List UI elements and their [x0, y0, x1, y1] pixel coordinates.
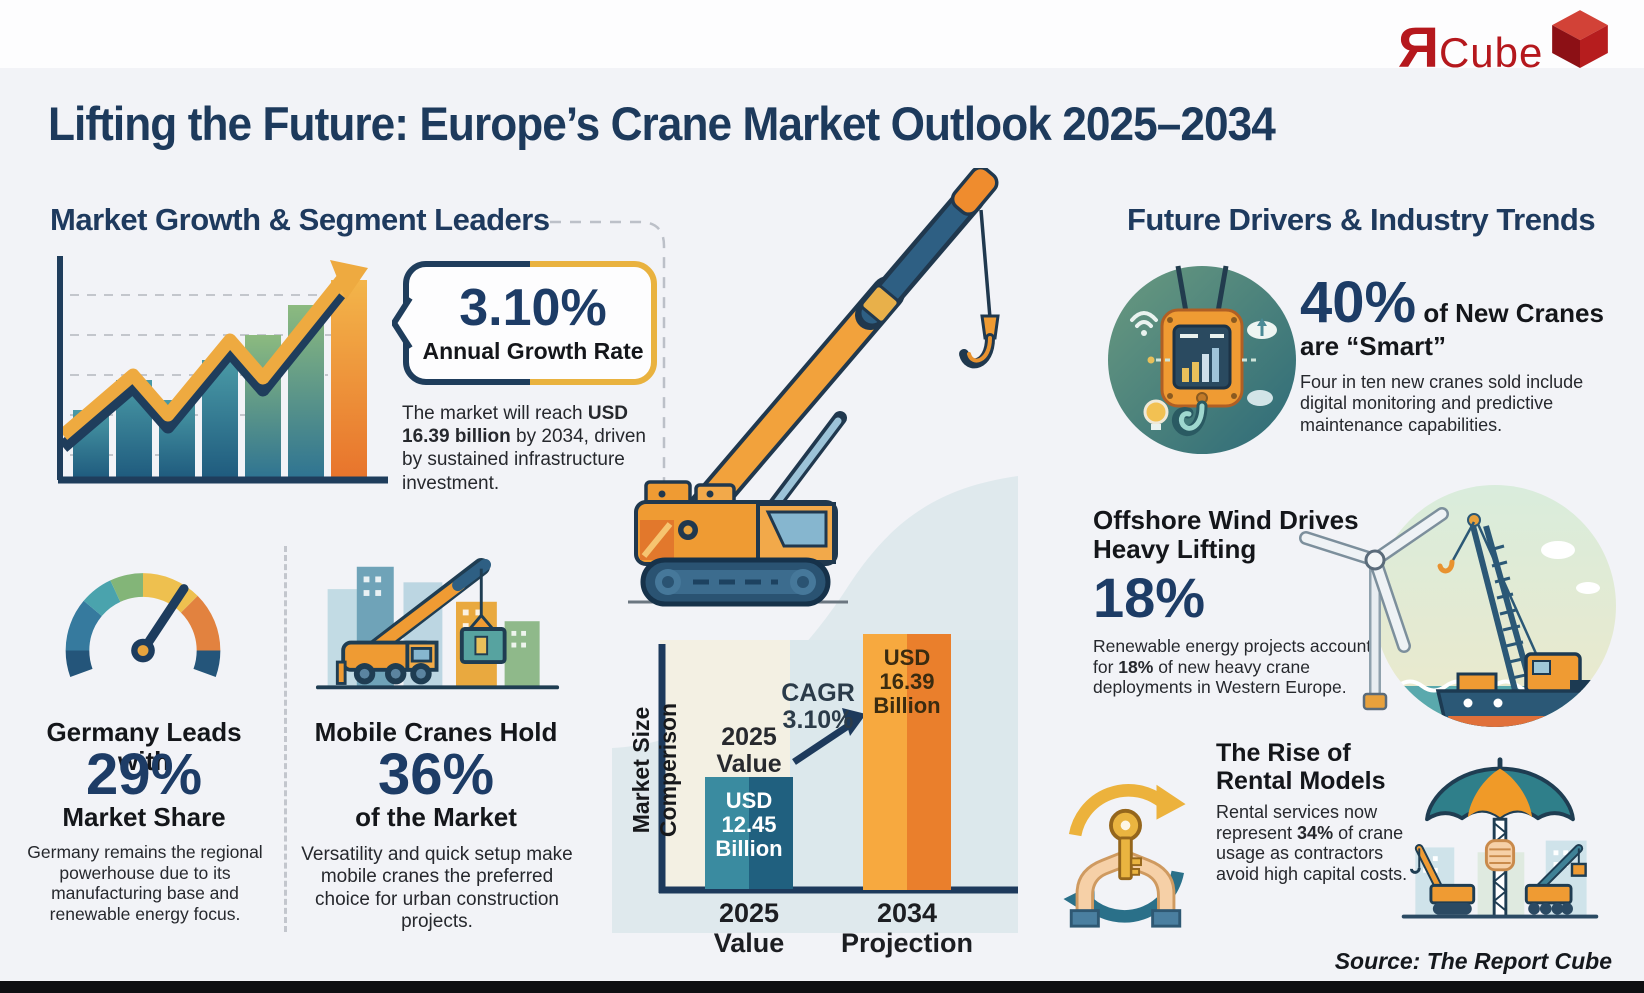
- dashed-connector-line: [550, 220, 666, 490]
- growth-callout: 3.10% Annual Growth Rate: [418, 282, 648, 365]
- right-section-heading: Future Drivers & Industry Trends: [1127, 202, 1596, 237]
- bar-chart-axes: [658, 644, 1018, 894]
- offshore-stat: 18%: [1093, 566, 1206, 629]
- bar-2025-top-label: 2025 Value: [716, 723, 782, 778]
- offshore-desc-pre: Renewable energy projects account for: [1093, 636, 1372, 677]
- growth-rate-label: Annual Growth Rate: [422, 338, 644, 364]
- germany-description: Germany remains the regional powerhouse …: [27, 842, 263, 924]
- germany-subtitle: Market Share: [62, 802, 226, 832]
- growth-callout-frame: [392, 261, 657, 385]
- mobile-cranes-stat: 36%: [377, 742, 495, 807]
- wind-turbine: [1299, 507, 1449, 711]
- report-cube-logo: Я Cube: [1398, 20, 1543, 77]
- left-section-heading: Market Growth & Segment Leaders: [50, 202, 550, 237]
- bar-2034: USD 16.39 Billion: [863, 634, 951, 890]
- logo-r-glyph: Я: [1398, 16, 1439, 80]
- growth-description: The market will reach USD 16.39 billion …: [402, 402, 658, 495]
- smart-cranes-description: Four in ten new cranes sold include digi…: [1300, 371, 1584, 436]
- mobile-cranes-subtitle: of the Market: [355, 802, 517, 832]
- smart-cranes-block: 40% of New Cranes are “Smart” Four in te…: [1300, 274, 1632, 437]
- page-title: Lifting the Future: Europe’s Crane Marke…: [48, 97, 1276, 150]
- umbrella-cranes-icon: [1401, 757, 1599, 919]
- germany-stat: 29%: [85, 742, 203, 807]
- mobile-cranes-title: Mobile Cranes Hold: [314, 717, 558, 747]
- rental-desc-post: of crane usage as contractors avoid high…: [1216, 822, 1408, 884]
- growth-desc-bold: USD 16.39 billion: [402, 403, 628, 448]
- smart-cranes-label: of New Cranes are “Smart”: [1300, 298, 1604, 361]
- bar-2025: USD 12.45 Billion: [705, 777, 793, 889]
- growth-desc-pre: The market will reach: [402, 403, 588, 424]
- cube-logo-icon: [1552, 10, 1608, 68]
- germany-title: Germany Leads with: [46, 717, 242, 776]
- rental-desc-pre: Rental services now represent: [1216, 802, 1378, 843]
- offshore-desc-bold: 18%: [1118, 656, 1154, 677]
- rental-description: Rental services now represent 34% of cra…: [1216, 802, 1426, 884]
- offshore-wind-icon: [1299, 485, 1616, 727]
- growth-rate-stat: 3.10%: [459, 279, 607, 337]
- gauge-icon: [65, 573, 221, 677]
- bar-2025-value: USD 12.45 Billion: [715, 788, 783, 862]
- rental-hands-key-icon: [1063, 784, 1186, 928]
- growth-desc-post: by 2034, driven by sustained infrastruct…: [402, 426, 646, 494]
- source-attribution: Source: The Report Cube: [1334, 948, 1612, 974]
- cagr-annotation: CAGR 3.10%: [781, 679, 855, 734]
- offshore-description: Renewable energy projects account for 18…: [1093, 636, 1393, 698]
- rental-desc-bold: 34%: [1297, 822, 1334, 843]
- logo-name: Cube: [1438, 29, 1544, 76]
- smart-crane-icon: [1108, 265, 1296, 454]
- offshore-title: Offshore Wind Drives Heavy Lifting: [1093, 505, 1359, 564]
- growth-chart-illustration: [57, 256, 388, 484]
- rental-title: The Rise of Rental Models: [1216, 739, 1386, 795]
- bar-2034-value: USD 16.39 Billion: [873, 645, 941, 719]
- y-axis-label: Market Size Comperison: [628, 702, 681, 838]
- x-axis-label-2034: 2034 Projection: [840, 898, 974, 958]
- dashed-divider: [284, 546, 287, 932]
- bottom-bar: [0, 981, 1644, 993]
- smart-cranes-stat: 40%: [1300, 270, 1417, 335]
- mobile-crane-illustration: [315, 558, 560, 690]
- top-strip: [0, 0, 1644, 68]
- crawler-crane-illustration: [628, 168, 1000, 607]
- mobile-cranes-description: Versatility and quick setup make mobile …: [301, 844, 573, 933]
- x-axis-label-2025: 2025 Value: [713, 898, 785, 958]
- offshore-desc-post: of new heavy crane deployments in Wester…: [1093, 656, 1347, 698]
